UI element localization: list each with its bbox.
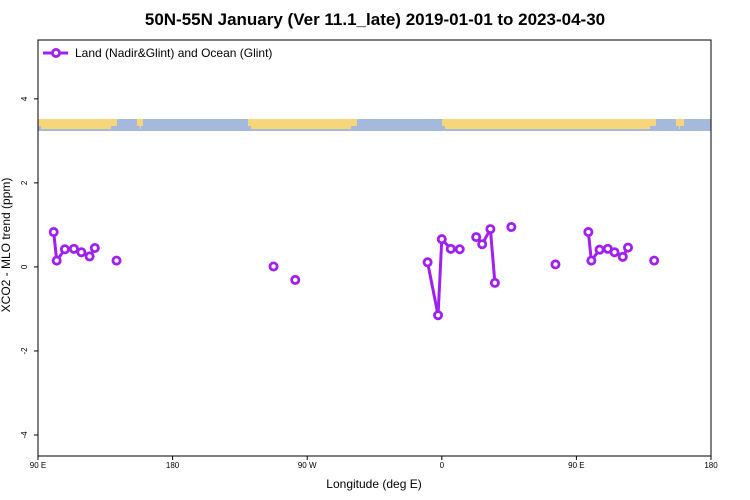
data-point [594,244,605,255]
land-strip [248,119,357,126]
data-point [51,255,62,266]
data-point [471,232,482,243]
data-point [111,255,122,266]
land-strip [679,126,680,129]
data-point [622,242,633,253]
data-point [550,259,561,270]
data-point [84,251,95,262]
data-point [583,227,594,238]
data-point [268,261,279,272]
y-tick-label: -2 [20,347,29,355]
data-point [436,234,447,245]
land-strip [445,126,650,129]
data-point [609,247,620,258]
legend-label: Land (Nadir&Glint) and Ocean (Glint) [75,46,272,60]
land-strip [140,126,141,129]
y-axis-label: XCO2 - MLO trend (ppm) [0,178,13,313]
data-point [76,247,87,258]
legend: Land (Nadir&Glint) and Ocean (Glint) [43,46,272,60]
data-point [68,243,79,254]
land-strip [41,126,111,129]
x-axis: 90 E 180 90 W 0 90 E 180 [30,456,718,470]
data-point [489,277,500,288]
plot-frame [37,39,712,457]
land-strip [137,119,143,126]
land-strip [676,119,684,126]
data-point [477,239,488,250]
data-point [59,244,70,255]
x-axis-label: Longitude (deg E) [326,477,421,491]
land-ocean-band [38,119,711,131]
land-strip [442,119,656,126]
data-point [586,255,597,266]
data-point [89,242,100,253]
y-axis: -4 -2 0 2 4 [20,96,38,439]
data-point [485,224,496,235]
legend-point-marker [51,48,62,59]
land-strip [38,119,117,126]
chart-title: 50N-55N January (Ver 11.1_late) 2019-01-… [145,10,605,29]
x-tick-label: 90 E [568,461,584,470]
data-point [433,310,444,321]
x-tick-label: 0 [440,461,445,470]
x-tick-label: 90 E [30,461,46,470]
x-tick-label: 180 [704,461,718,470]
data-point [617,251,628,262]
y-tick-label: -4 [20,431,29,439]
x-tick-label: 90 W [298,461,317,470]
data-point [290,274,301,285]
y-tick-label: 4 [20,96,29,101]
y-tick-label: 2 [20,180,29,185]
x-tick-label: 180 [166,461,180,470]
data-series [48,221,660,321]
data-point [445,243,456,254]
data-point [649,255,660,266]
data-point [422,257,433,268]
data-point [506,221,517,232]
land-strip [251,126,351,129]
y-tick-label: 0 [20,264,29,269]
data-point [48,227,59,238]
data-point [454,244,465,255]
